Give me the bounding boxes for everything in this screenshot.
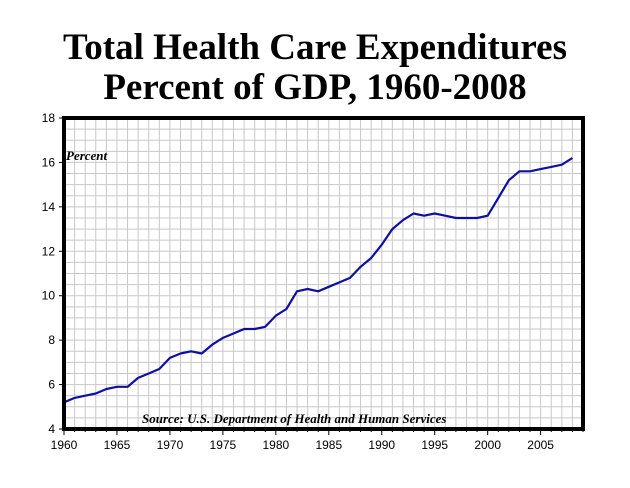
chart-title-line-2: Percent of GDP, 1960-2008 [103, 67, 527, 108]
x-tick-label: 1960 [51, 438, 78, 452]
y-tick-label: 10 [42, 289, 56, 303]
x-tick-label: 1995 [421, 438, 448, 452]
y-axis-label: Percent [66, 148, 108, 163]
x-tick-label: 1990 [368, 438, 395, 452]
x-tick-label: 1965 [104, 438, 131, 452]
chart-title: Total Health Care Expenditures Percent o… [0, 28, 630, 108]
horizontal-gridlines [64, 128, 583, 419]
plot-frame [62, 116, 585, 431]
y-tick-label: 4 [48, 422, 55, 436]
x-tick-label: 1970 [157, 438, 184, 452]
y-axis-ticks: 4 6 8 10 12 14 16 18 [42, 111, 64, 436]
x-tick-label: 1985 [315, 438, 342, 452]
y-tick-label: 14 [42, 200, 56, 214]
y-tick-label: 18 [42, 111, 56, 125]
source-annotation: Source: U.S. Department of Health and Hu… [142, 411, 446, 426]
x-tick-label: 2005 [527, 438, 554, 452]
chart-title-line-1: Total Health Care Expenditures [63, 27, 567, 68]
series-line [63, 157, 573, 404]
x-tick-label: 2000 [474, 438, 501, 452]
x-tick-label: 1975 [210, 438, 237, 452]
x-tick-label: 1980 [262, 438, 289, 452]
y-tick-label: 12 [42, 244, 56, 258]
y-tick-label: 8 [48, 333, 55, 347]
y-tick-label: 16 [42, 155, 56, 169]
x-axis-ticks: 1960 1965 1970 1975 1980 1985 1990 1995 2000 2005 [51, 429, 584, 452]
y-tick-label: 6 [48, 378, 55, 392]
